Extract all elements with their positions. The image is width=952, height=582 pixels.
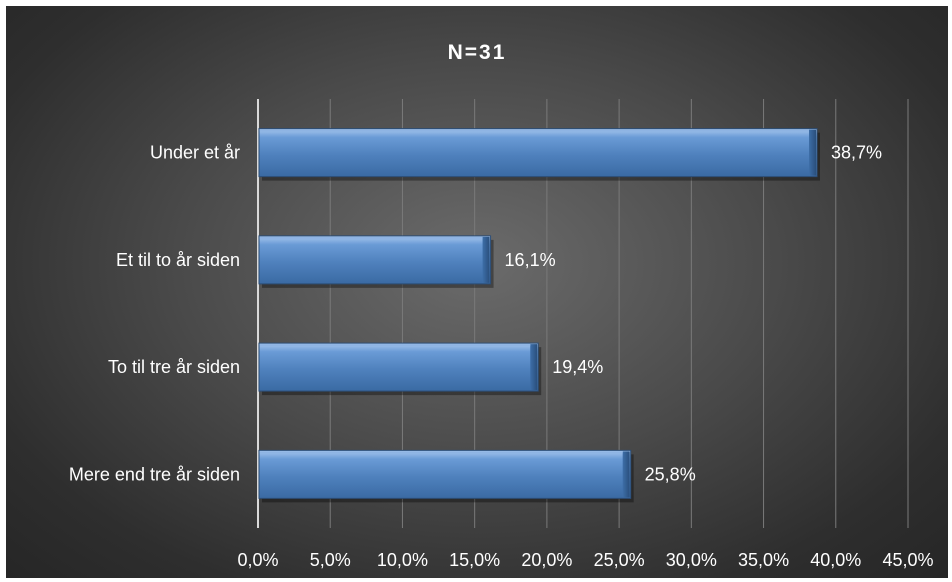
bar-group bbox=[258, 128, 820, 181]
bar-group bbox=[258, 449, 634, 503]
bar-end-cap bbox=[622, 451, 630, 498]
x-tick-label: 40,0% bbox=[810, 550, 861, 570]
x-tick-label: 35,0% bbox=[738, 550, 789, 570]
x-tick-label: 30,0% bbox=[666, 550, 717, 570]
bar-end-cap bbox=[530, 344, 538, 391]
x-tick-label: 5,0% bbox=[310, 550, 351, 570]
category-label: Mere end tre år siden bbox=[69, 464, 240, 484]
category-label: Under et år bbox=[150, 143, 240, 163]
chart-title: N=31 bbox=[447, 41, 507, 64]
bar bbox=[258, 342, 539, 392]
data-label: 38,7% bbox=[831, 143, 882, 163]
data-label: 25,8% bbox=[645, 464, 696, 484]
bar-group bbox=[258, 342, 542, 396]
x-tick-label: 45,0% bbox=[882, 550, 933, 570]
x-tick-label: 25,0% bbox=[594, 550, 645, 570]
bar bbox=[258, 449, 632, 499]
bar-end-cap bbox=[482, 236, 490, 283]
x-tick-label: 20,0% bbox=[521, 550, 572, 570]
x-tick-label: 15,0% bbox=[449, 550, 500, 570]
bar bbox=[258, 235, 492, 285]
chart-area: N=31 0,0% 5,0% 10,0% 15,0% 20,0% 25,0% 30,0% 35… bbox=[6, 6, 948, 578]
data-label: 19,4% bbox=[552, 357, 603, 377]
category-label: Et til to år siden bbox=[116, 250, 240, 270]
bar-chart: 0,0% 5,0% 10,0% 15,0% 20,0% 25,0% 30,0% 35,0% 40… bbox=[69, 99, 934, 570]
data-label: 16,1% bbox=[505, 250, 556, 270]
x-tick-label: 0,0% bbox=[237, 550, 278, 570]
bar bbox=[258, 128, 818, 178]
x-tick-label: 10,0% bbox=[377, 550, 428, 570]
bar-group bbox=[258, 235, 494, 288]
bar-end-cap bbox=[809, 129, 816, 176]
category-label: To til tre år siden bbox=[108, 357, 240, 377]
